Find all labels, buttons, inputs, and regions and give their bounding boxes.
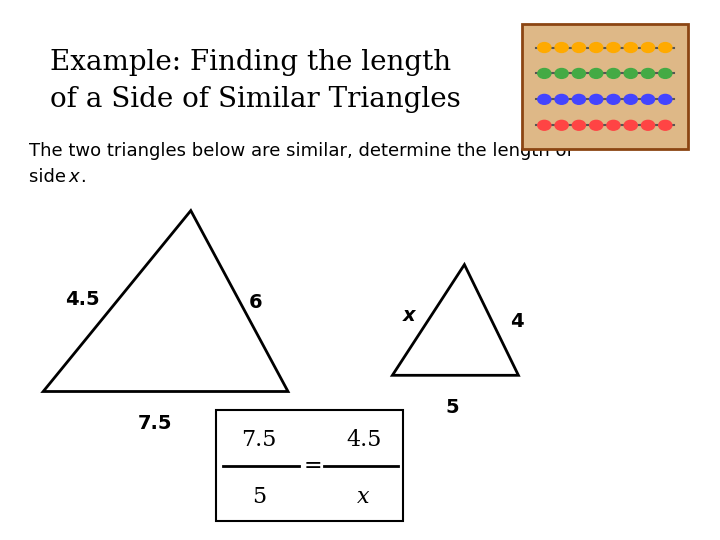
Circle shape — [659, 120, 672, 130]
Text: Example: Finding the length: Example: Finding the length — [50, 49, 451, 76]
Text: x: x — [402, 306, 415, 326]
Circle shape — [642, 43, 654, 52]
Text: 7.5: 7.5 — [241, 429, 277, 451]
Circle shape — [572, 43, 585, 52]
Circle shape — [642, 69, 654, 78]
Circle shape — [659, 69, 672, 78]
FancyBboxPatch shape — [216, 410, 403, 521]
Circle shape — [607, 94, 620, 104]
Circle shape — [590, 120, 603, 130]
Circle shape — [590, 94, 603, 104]
Circle shape — [572, 120, 585, 130]
Circle shape — [572, 94, 585, 104]
Circle shape — [590, 43, 603, 52]
Circle shape — [624, 69, 637, 78]
Circle shape — [642, 94, 654, 104]
Text: 5: 5 — [446, 398, 459, 417]
Text: of a Side of Similar Triangles: of a Side of Similar Triangles — [50, 86, 461, 113]
Circle shape — [590, 69, 603, 78]
Circle shape — [607, 43, 620, 52]
Circle shape — [538, 94, 551, 104]
Circle shape — [555, 43, 568, 52]
Circle shape — [555, 94, 568, 104]
Circle shape — [538, 120, 551, 130]
Circle shape — [624, 94, 637, 104]
Circle shape — [607, 120, 620, 130]
FancyBboxPatch shape — [522, 24, 688, 149]
Circle shape — [624, 43, 637, 52]
Circle shape — [642, 120, 654, 130]
Circle shape — [659, 43, 672, 52]
Text: 5: 5 — [252, 487, 266, 508]
Text: 7.5: 7.5 — [138, 414, 172, 434]
Text: 4: 4 — [510, 312, 523, 331]
Circle shape — [555, 120, 568, 130]
Text: 6: 6 — [249, 293, 262, 312]
Text: x: x — [357, 487, 370, 508]
Circle shape — [538, 43, 551, 52]
Text: .: . — [80, 168, 86, 186]
Text: =: = — [304, 455, 323, 477]
Circle shape — [555, 69, 568, 78]
Circle shape — [572, 69, 585, 78]
Text: x: x — [68, 168, 79, 186]
Circle shape — [659, 94, 672, 104]
Circle shape — [538, 69, 551, 78]
Text: 4.5: 4.5 — [346, 429, 382, 451]
Circle shape — [624, 120, 637, 130]
Circle shape — [607, 69, 620, 78]
Text: The two triangles below are similar, determine the length of: The two triangles below are similar, det… — [29, 142, 572, 160]
Text: side: side — [29, 168, 71, 186]
Text: 4.5: 4.5 — [66, 290, 100, 309]
